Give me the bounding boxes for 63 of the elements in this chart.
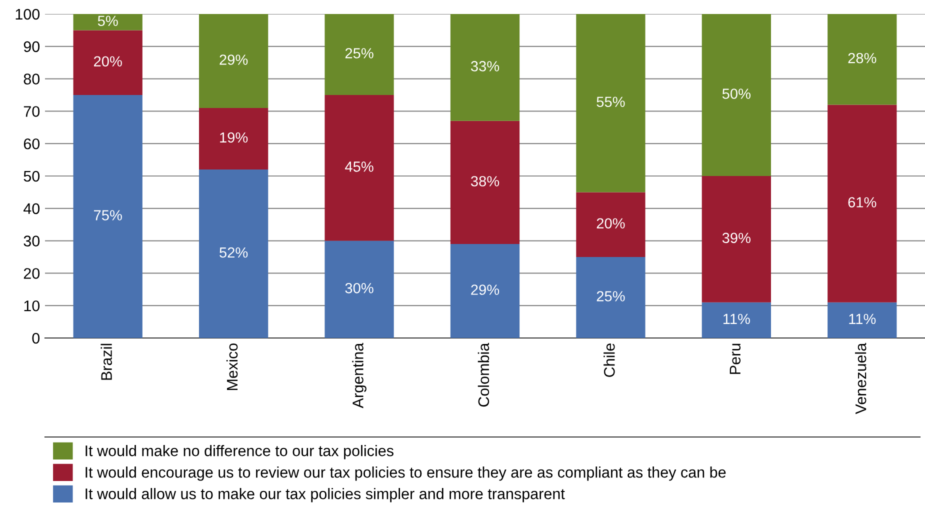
- y-tick-label: 70: [24, 106, 40, 117]
- bar: [828, 302, 897, 338]
- y-tick-label: 40: [24, 203, 40, 214]
- bar: [450, 120, 520, 244]
- y-tick-label: 0: [32, 332, 40, 344]
- data-label: 33%: [470, 61, 500, 72]
- x-tick-label: Argentina: [352, 342, 366, 408]
- bar: [450, 244, 520, 338]
- data-label: 5%: [98, 16, 118, 26]
- bar: [199, 170, 268, 338]
- bar: [450, 14, 520, 121]
- data-label: 50%: [722, 88, 751, 99]
- data-label: 55%: [596, 96, 625, 108]
- x-tick-label: Venezuela: [855, 342, 866, 414]
- data-label: 25%: [596, 291, 625, 302]
- legend-label: It would encourage us to review our tax policies to ensure they are as compliant as they can be: [86, 466, 726, 481]
- bar: [199, 108, 268, 170]
- data-label: 38%: [470, 176, 500, 186]
- legend-label: It would allow us to make our tax policies simpler and more transparent: [86, 488, 565, 502]
- bar: [324, 240, 394, 338]
- y-tick-label: 10: [24, 300, 40, 312]
- x-tick-label: Mexico: [226, 344, 238, 390]
- y-tick-label: 60: [24, 138, 40, 150]
- bar: [324, 14, 394, 95]
- bar: [828, 14, 897, 105]
- data-label: 20%: [94, 56, 122, 67]
- data-label: 19%: [220, 132, 248, 143]
- y-tick-label: 90: [24, 41, 40, 52]
- data-label: 25%: [345, 48, 374, 58]
- data-label: 11%: [849, 314, 876, 324]
- y-tick-label: 80: [24, 74, 40, 84]
- y-tick-label: 20: [24, 268, 40, 279]
- x-tick-label: Brazil: [100, 344, 112, 380]
- bar: [702, 176, 771, 302]
- data-label: 28%: [848, 52, 876, 64]
- data-label: 11%: [723, 314, 750, 324]
- legend-label: It would make no difference to our tax policies: [86, 445, 394, 460]
- bar: [576, 257, 646, 338]
- y-tick-label: 30: [24, 236, 40, 246]
- bar: [324, 95, 394, 241]
- data-label: 29%: [471, 284, 500, 295]
- data-label: 20%: [596, 218, 625, 229]
- data-label: 29%: [220, 54, 248, 65]
- x-tick-label: Colombia: [478, 342, 490, 407]
- bar: [576, 14, 646, 192]
- bar: [73, 30, 142, 95]
- data-label: 52%: [220, 247, 248, 258]
- bar: [702, 302, 771, 338]
- data-label: 39%: [722, 232, 751, 244]
- data-label: 45%: [345, 162, 374, 172]
- bar: [828, 104, 897, 302]
- bar: [73, 95, 142, 338]
- bar: [576, 192, 646, 257]
- bar: [702, 14, 771, 176]
- data-label: 61%: [848, 197, 876, 208]
- data-label: 75%: [94, 210, 122, 220]
- y-tick-label: 100: [16, 8, 40, 20]
- data-label: 30%: [345, 282, 374, 294]
- bar: [73, 14, 142, 30]
- x-tick-label: Peru: [730, 344, 741, 374]
- bar: [199, 14, 268, 108]
- x-tick-label: Chile: [604, 344, 615, 377]
- y-tick-label: 50: [24, 170, 40, 182]
